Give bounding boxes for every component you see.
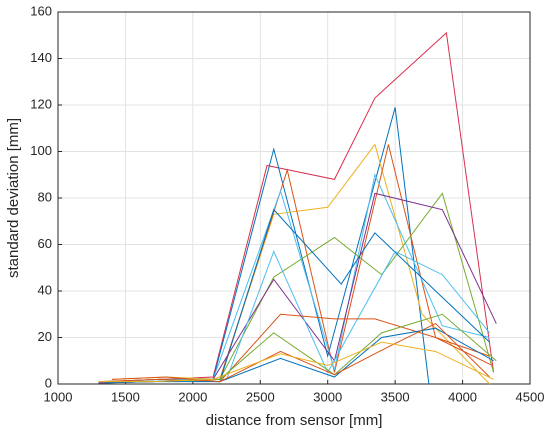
x-tick-label: 2000: [178, 389, 207, 404]
axes-box: [57, 11, 531, 385]
y-tick-label: 40: [38, 282, 52, 297]
y-tick-label: 60: [38, 236, 52, 251]
x-tick-label: 1000: [44, 389, 73, 404]
y-tick-label: 120: [30, 96, 52, 111]
x-tick-label: 2500: [246, 389, 275, 404]
y-tick-label: 100: [30, 143, 52, 158]
series-line: [105, 250, 490, 383]
y-tick-label: 140: [30, 50, 52, 65]
y-tick-label: 160: [30, 3, 52, 18]
series-line: [98, 341, 494, 383]
x-axis-label: distance from sensor [mm]: [206, 412, 383, 429]
series-line: [111, 322, 490, 383]
y-axis-label: standard deviation [mm]: [5, 118, 22, 278]
y-tick-label: 80: [38, 189, 52, 204]
y-tick-label: 0: [45, 375, 52, 390]
x-tick-label: 3500: [381, 389, 410, 404]
y-tick-label: 20: [38, 329, 52, 344]
x-tick-label: 4000: [448, 389, 477, 404]
x-tick-label: 4500: [516, 389, 545, 404]
x-tick-label: 1500: [111, 389, 140, 404]
x-tick-label: 3000: [313, 389, 342, 404]
series-line: [98, 313, 490, 383]
